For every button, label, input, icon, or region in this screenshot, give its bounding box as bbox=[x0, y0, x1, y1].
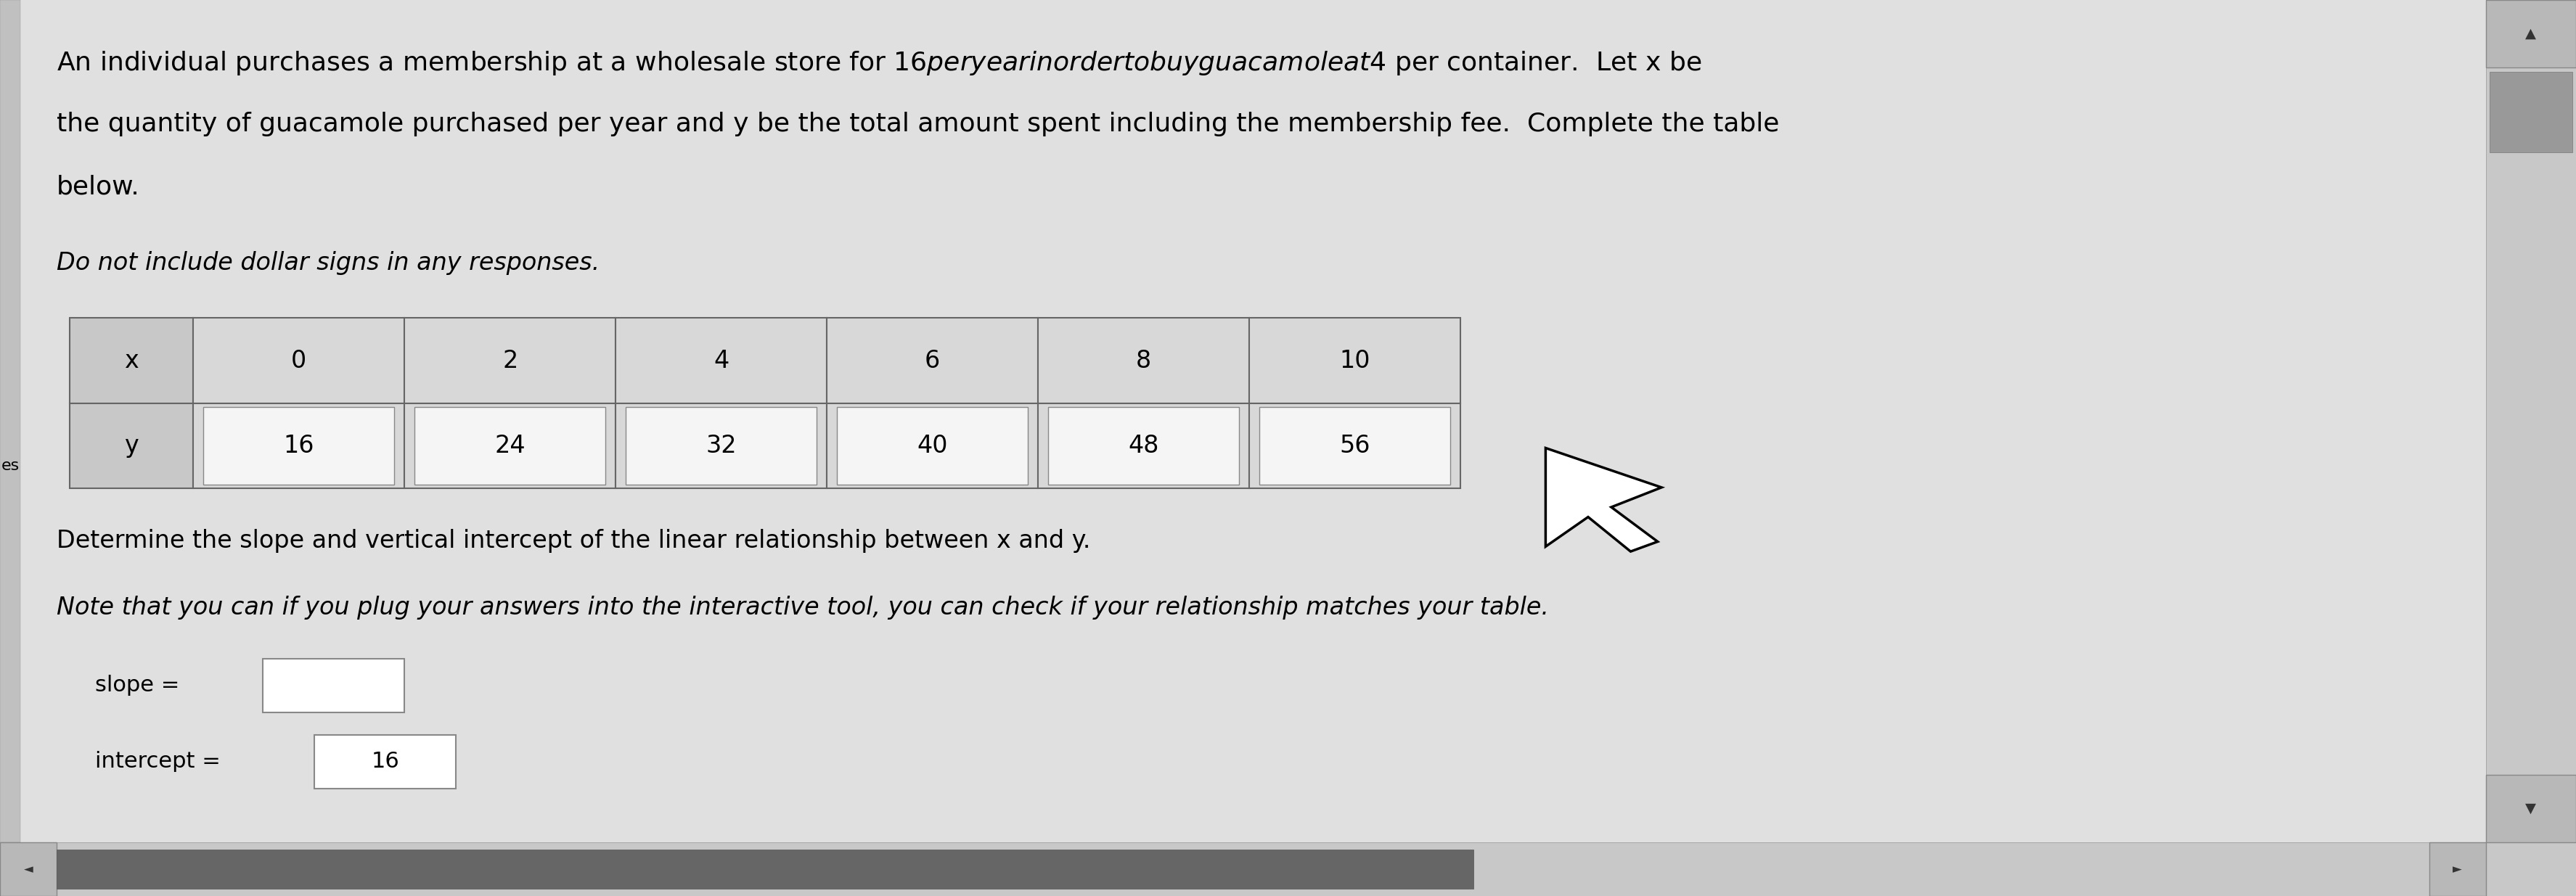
Text: 16: 16 bbox=[371, 751, 399, 772]
Text: Determine the slope and vertical intercept of the linear relationship between x : Determine the slope and vertical interce… bbox=[57, 529, 1090, 553]
Text: 0: 0 bbox=[291, 349, 307, 373]
Text: ▲: ▲ bbox=[2524, 27, 2537, 40]
Text: y: y bbox=[124, 434, 139, 458]
Text: 2: 2 bbox=[502, 349, 518, 373]
Text: Note that you can if you plug your answers into the interactive tool, you can ch: Note that you can if you plug your answe… bbox=[57, 596, 1548, 620]
Text: intercept =: intercept = bbox=[95, 751, 222, 772]
Text: ▼: ▼ bbox=[2524, 802, 2537, 815]
Text: ►: ► bbox=[2452, 863, 2463, 875]
Text: 8: 8 bbox=[1136, 349, 1151, 373]
Text: 48: 48 bbox=[1128, 434, 1159, 458]
Text: 6: 6 bbox=[925, 349, 940, 373]
Text: 10: 10 bbox=[1340, 349, 1370, 373]
Text: 32: 32 bbox=[706, 434, 737, 458]
Text: 40: 40 bbox=[917, 434, 948, 458]
Text: below.: below. bbox=[57, 175, 139, 200]
Text: 4: 4 bbox=[714, 349, 729, 373]
Text: slope =: slope = bbox=[95, 675, 180, 696]
Text: 24: 24 bbox=[495, 434, 526, 458]
Text: the quantity of guacamole purchased per year and y be the total amount spent inc: the quantity of guacamole purchased per … bbox=[57, 112, 1780, 137]
Text: Do not include dollar signs in any responses.: Do not include dollar signs in any respo… bbox=[57, 251, 600, 275]
Text: 56: 56 bbox=[1340, 434, 1370, 458]
Text: An individual purchases a membership at a wholesale store for $16 per year in or: An individual purchases a membership at … bbox=[57, 49, 1703, 77]
Text: ◄: ◄ bbox=[23, 863, 33, 875]
Text: es: es bbox=[0, 459, 21, 473]
Text: x: x bbox=[124, 349, 139, 373]
Text: 16: 16 bbox=[283, 434, 314, 458]
